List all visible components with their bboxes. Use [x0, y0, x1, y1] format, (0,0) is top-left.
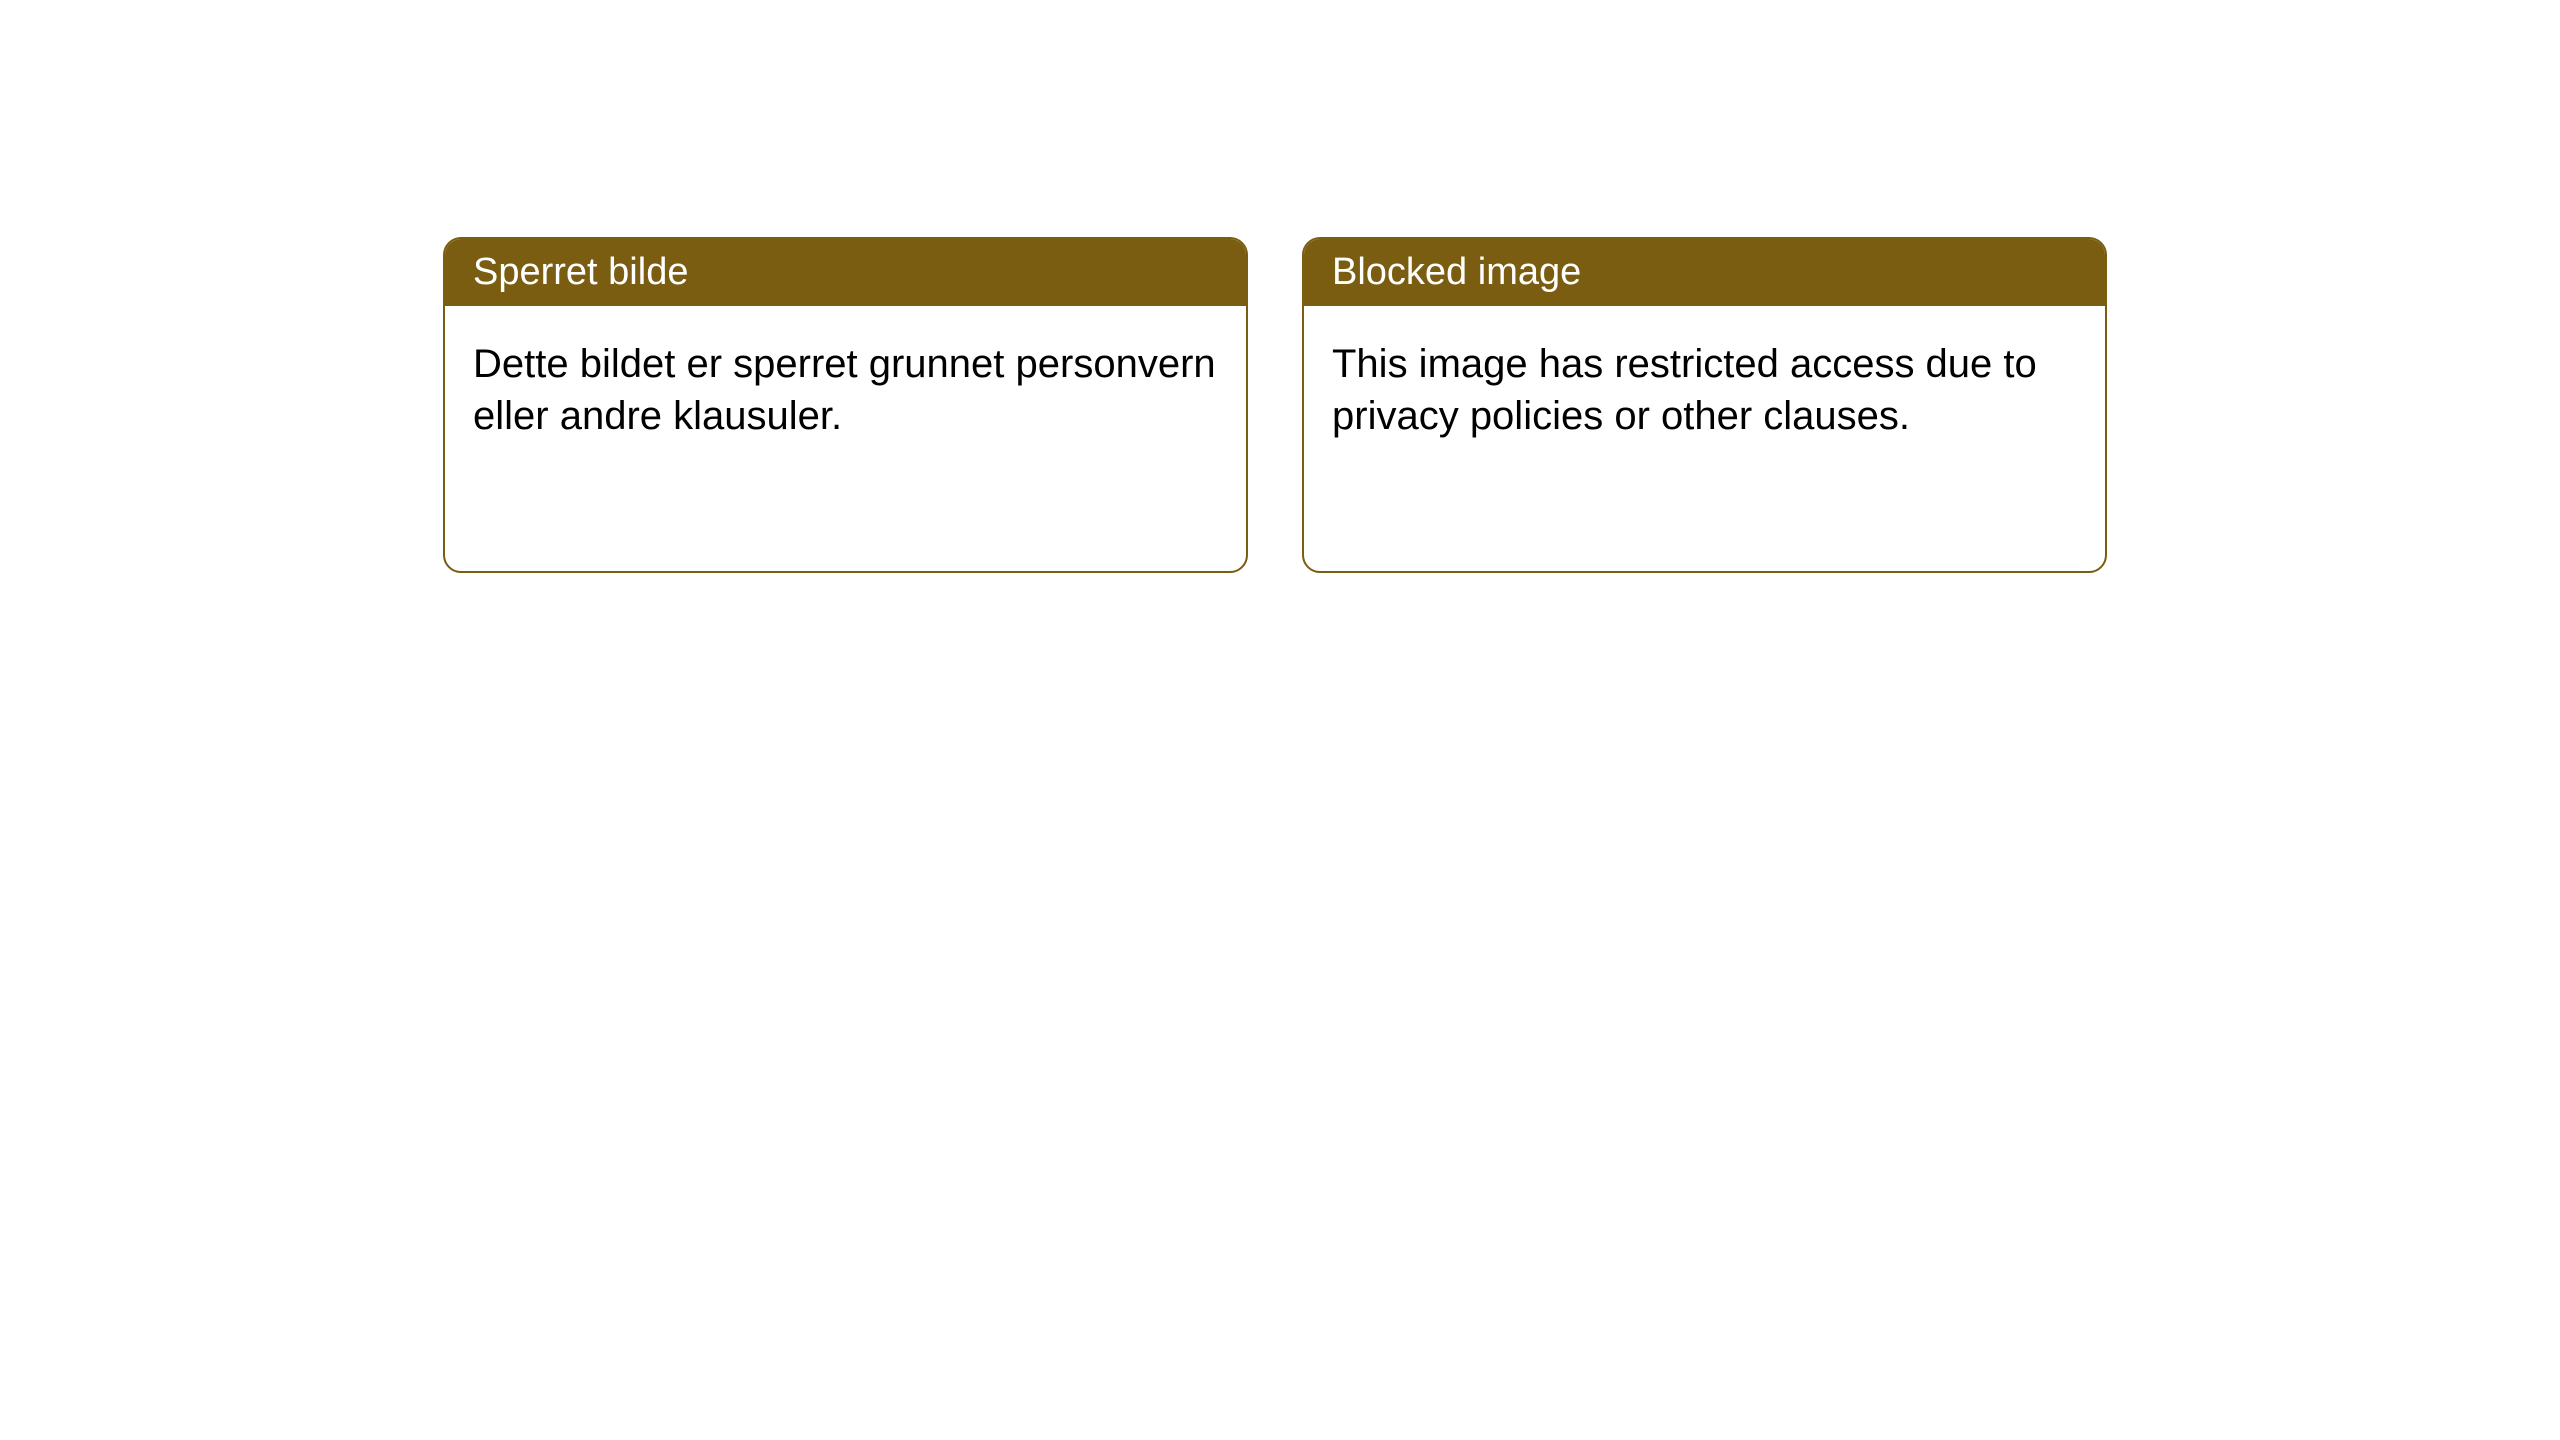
notice-body-norwegian: Dette bildet er sperret grunnet personve…: [445, 306, 1246, 474]
notice-card-english: Blocked image This image has restricted …: [1302, 237, 2107, 573]
notice-card-norwegian: Sperret bilde Dette bildet er sperret gr…: [443, 237, 1248, 573]
notice-header-english: Blocked image: [1304, 239, 2105, 306]
notice-container: Sperret bilde Dette bildet er sperret gr…: [443, 237, 2107, 573]
notice-header-norwegian: Sperret bilde: [445, 239, 1246, 306]
notice-body-english: This image has restricted access due to …: [1304, 306, 2105, 474]
